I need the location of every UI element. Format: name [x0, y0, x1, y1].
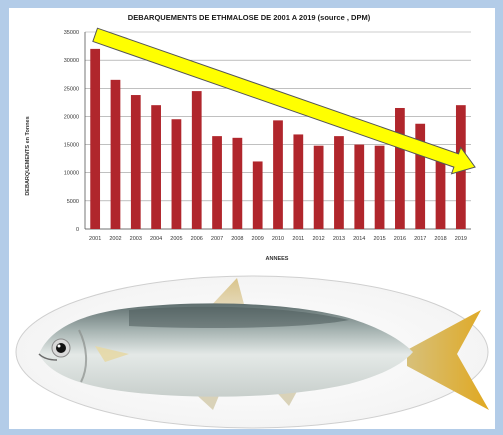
- bar-2015: [374, 145, 385, 229]
- x-tick-label: 2016: [394, 236, 406, 242]
- bar-2010: [273, 120, 283, 229]
- bar-2007: [212, 136, 222, 229]
- x-tick-label: 2014: [353, 236, 365, 242]
- bar-2017: [415, 123, 426, 229]
- y-tick-label: 5000: [67, 199, 79, 205]
- bar-2008: [232, 137, 243, 229]
- x-tick-label: 2009: [252, 236, 264, 242]
- bar-2014: [354, 144, 365, 229]
- x-tick-label: 2017: [414, 236, 426, 242]
- trend-arrow: [92, 27, 476, 175]
- y-tick-label: 30000: [64, 58, 79, 64]
- x-tick-label: 2008: [231, 236, 243, 242]
- y-tick-label: 35000: [64, 30, 79, 36]
- x-tick-label: 2001: [89, 236, 101, 242]
- bar-2005: [171, 119, 182, 229]
- y-tick-label: 25000: [64, 86, 79, 92]
- bar-2011: [293, 134, 304, 229]
- x-axis-label: ANNEES: [266, 256, 289, 262]
- x-tick-label: 2002: [109, 236, 121, 242]
- x-tick-label: 2015: [373, 236, 385, 242]
- y-tick-label: 10000: [64, 171, 79, 177]
- x-tick-label: 2012: [313, 236, 325, 242]
- bar-2013: [334, 136, 344, 229]
- x-tick-label: 2005: [170, 236, 182, 242]
- bar-2004: [151, 105, 161, 229]
- x-tick-label: 2007: [211, 236, 223, 242]
- x-tick-label: 2010: [272, 236, 284, 242]
- bar-2012: [313, 145, 324, 229]
- bar-2016: [395, 107, 405, 229]
- tail-fin: [407, 310, 489, 410]
- x-tick-label: 2013: [333, 236, 345, 242]
- dorsal-fin: [207, 278, 245, 310]
- figure-panel: DEBARQUEMENTS DE ETHMALOSE DE 2001 A 201…: [9, 8, 495, 429]
- y-tick-label: 15000: [64, 143, 79, 149]
- bar-2001: [90, 48, 101, 230]
- bar-2009: [252, 161, 263, 229]
- x-tick-label: 2004: [150, 236, 162, 242]
- bar-2006: [191, 91, 202, 229]
- x-tick-label: 2006: [191, 236, 203, 242]
- x-tick-label: 2011: [292, 236, 304, 242]
- x-tick-label: 2018: [434, 236, 446, 242]
- bar-2002: [110, 79, 121, 229]
- fish-photo: [9, 270, 495, 429]
- chart-title: DEBARQUEMENTS DE ETHMALOSE DE 2001 A 201…: [128, 13, 371, 22]
- x-tick-label: 2019: [455, 236, 467, 242]
- bar-chart: DEBARQUEMENTS DE ETHMALOSE DE 2001 A 201…: [25, 13, 476, 262]
- bar-2018: [435, 158, 446, 229]
- bar-2003: [130, 95, 141, 229]
- y-tick-label: 20000: [64, 114, 79, 120]
- x-tick-label: 2003: [130, 236, 142, 242]
- y-axis-label: DEBARQUEMENTS en Tonnes: [25, 116, 31, 195]
- y-tick-label: 0: [76, 227, 79, 233]
